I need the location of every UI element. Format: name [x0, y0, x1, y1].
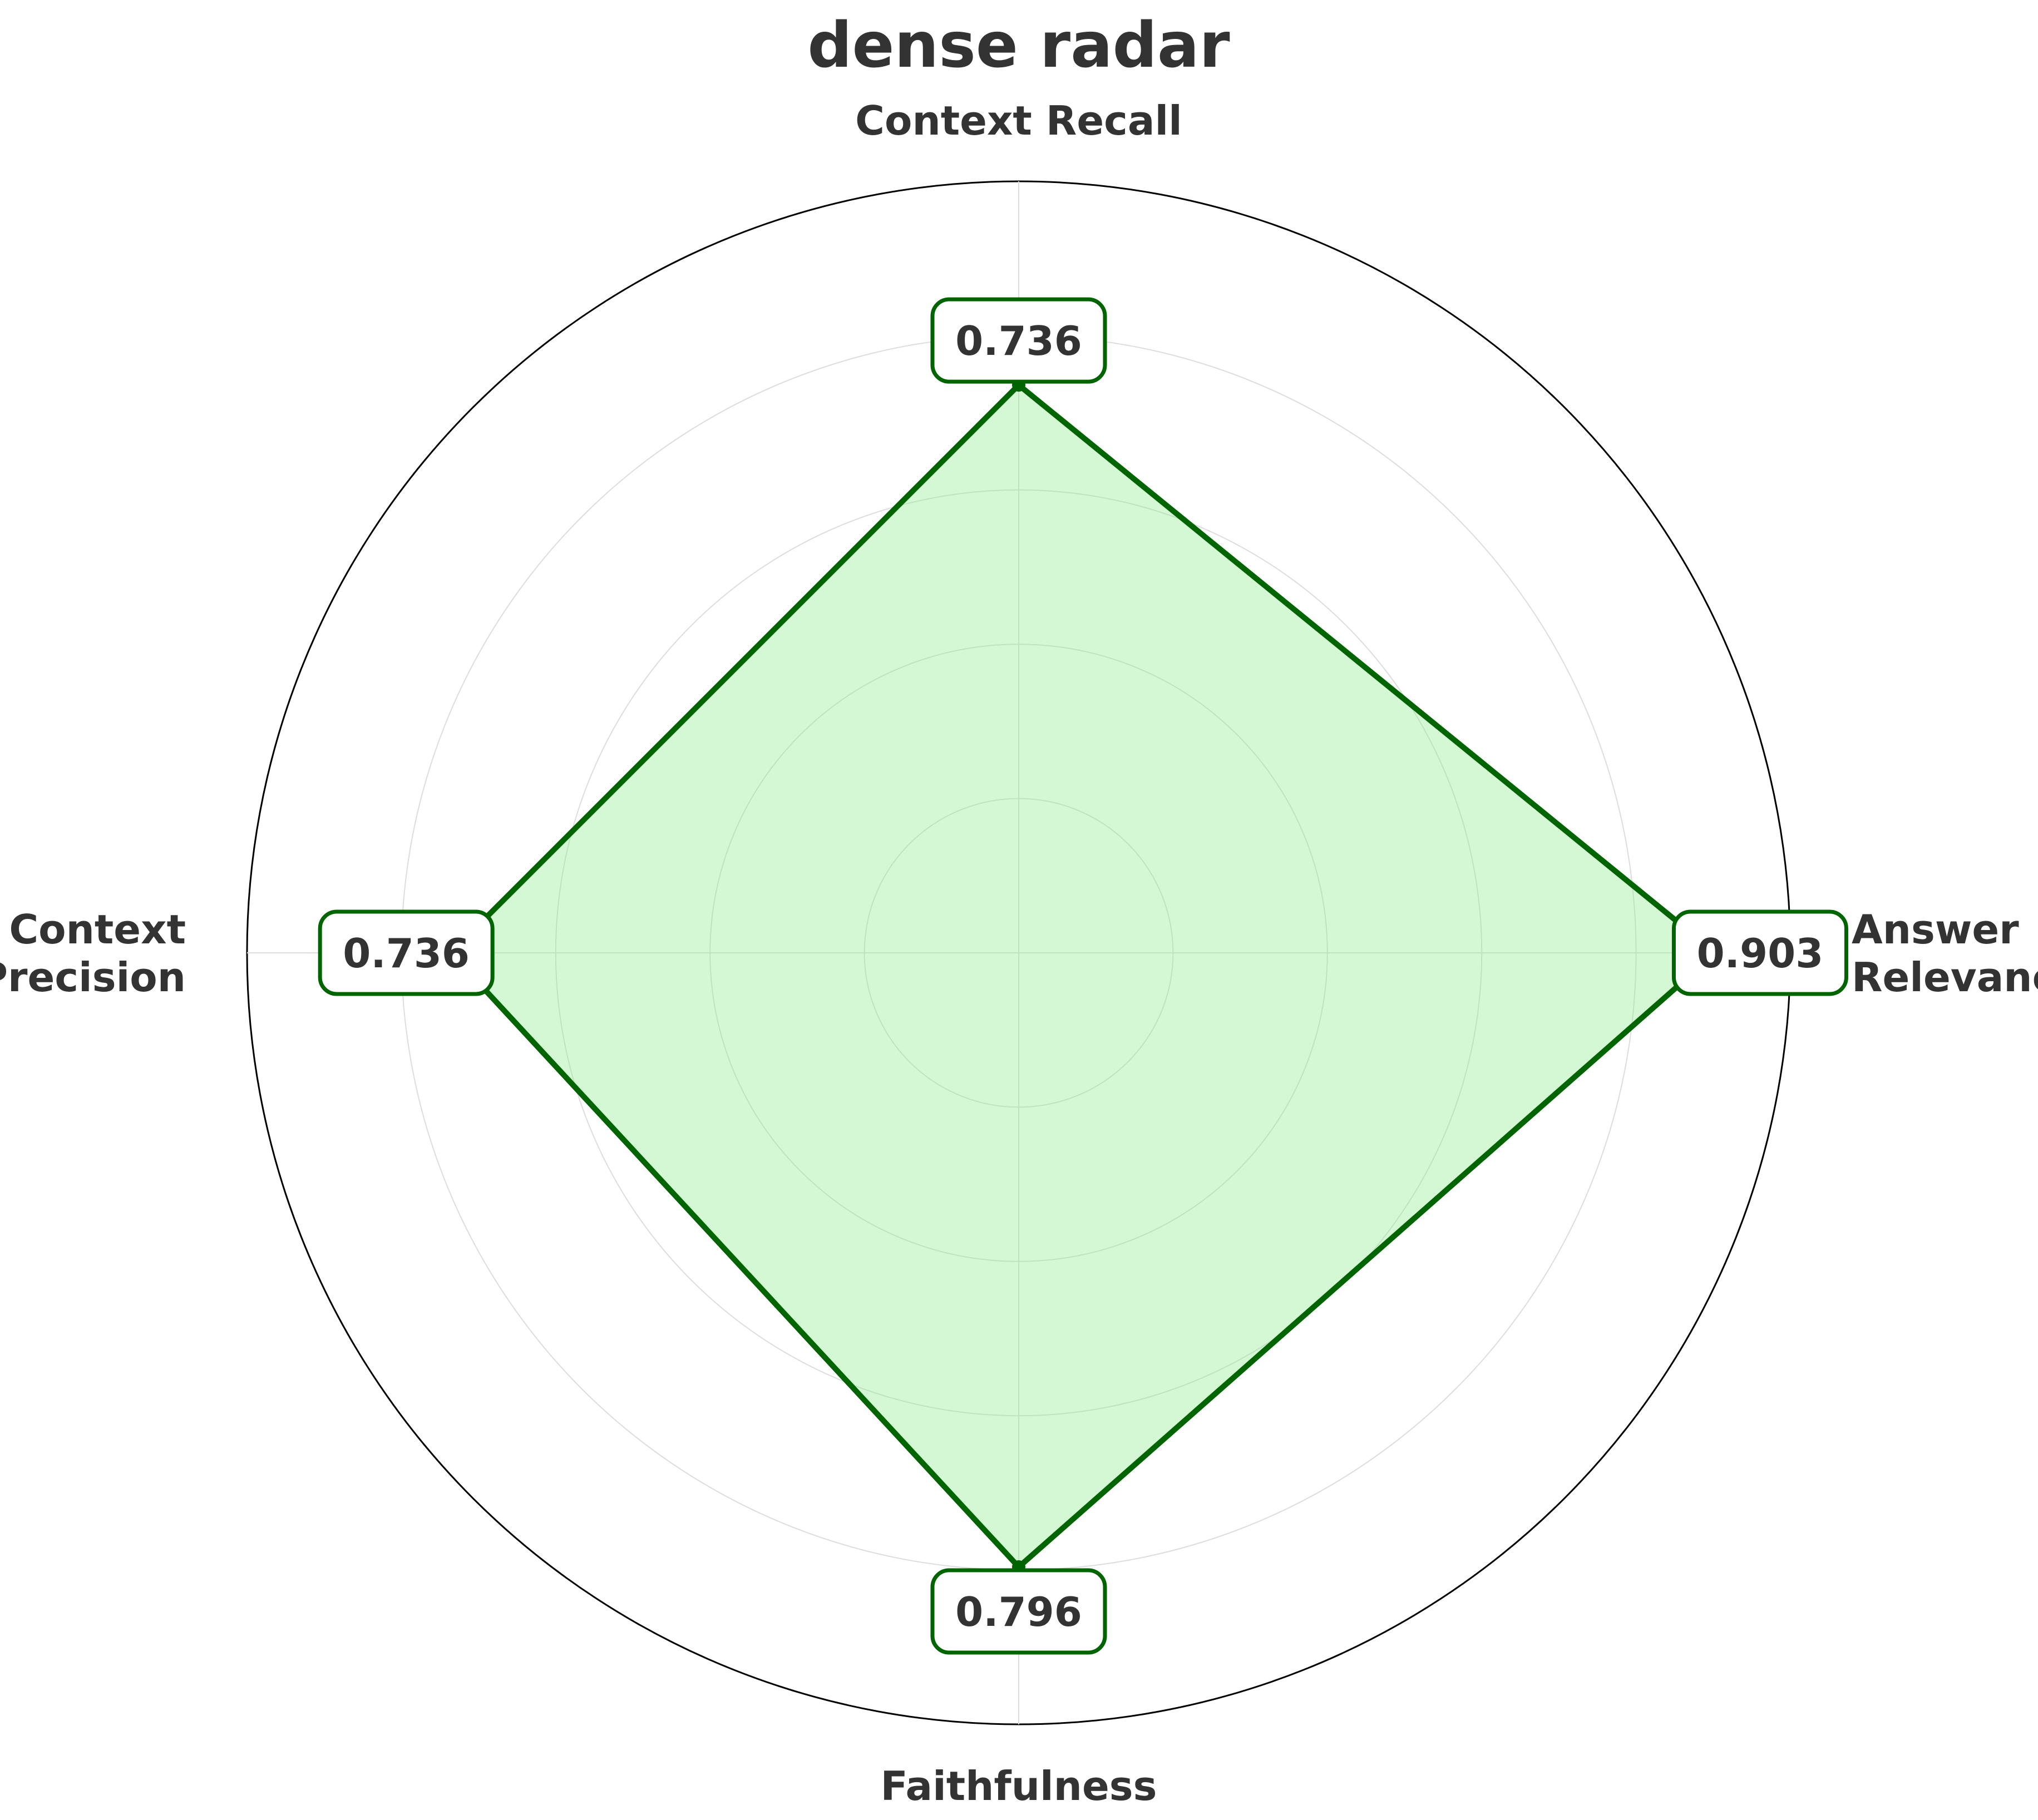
- axis-label: Context Recall: [855, 97, 1182, 144]
- value-label-box: [930, 1568, 1107, 1655]
- value-labels: 0.736 0.903 0.796 0.736: [318, 297, 1848, 1655]
- value-label-text: 0.903: [1697, 930, 1824, 977]
- value-label: 0.903: [1671, 909, 1848, 996]
- value-label-box: [1671, 909, 1848, 996]
- value-label: 0.736: [930, 297, 1107, 384]
- value-label-box: [318, 909, 495, 996]
- axis-label: ContextPrecision: [0, 906, 186, 1001]
- value-label-text: 0.796: [955, 1589, 1082, 1635]
- value-label: 0.796: [930, 1568, 1107, 1655]
- chart-title: dense radar: [807, 9, 1230, 82]
- radar-series: [444, 378, 1723, 1574]
- value-label-text: 0.736: [955, 318, 1082, 364]
- value-label-box: [930, 297, 1107, 384]
- axis-labels: Context Recall AnswerRelevancy Faithfulnes…: [0, 97, 2038, 1809]
- series-area: [451, 385, 1716, 1567]
- value-label-text: 0.736: [343, 930, 470, 977]
- value-label: 0.736: [318, 909, 495, 996]
- axis-label: AnswerRelevancy: [1852, 906, 2038, 1001]
- axis-label: Faithfulness: [881, 1763, 1157, 1809]
